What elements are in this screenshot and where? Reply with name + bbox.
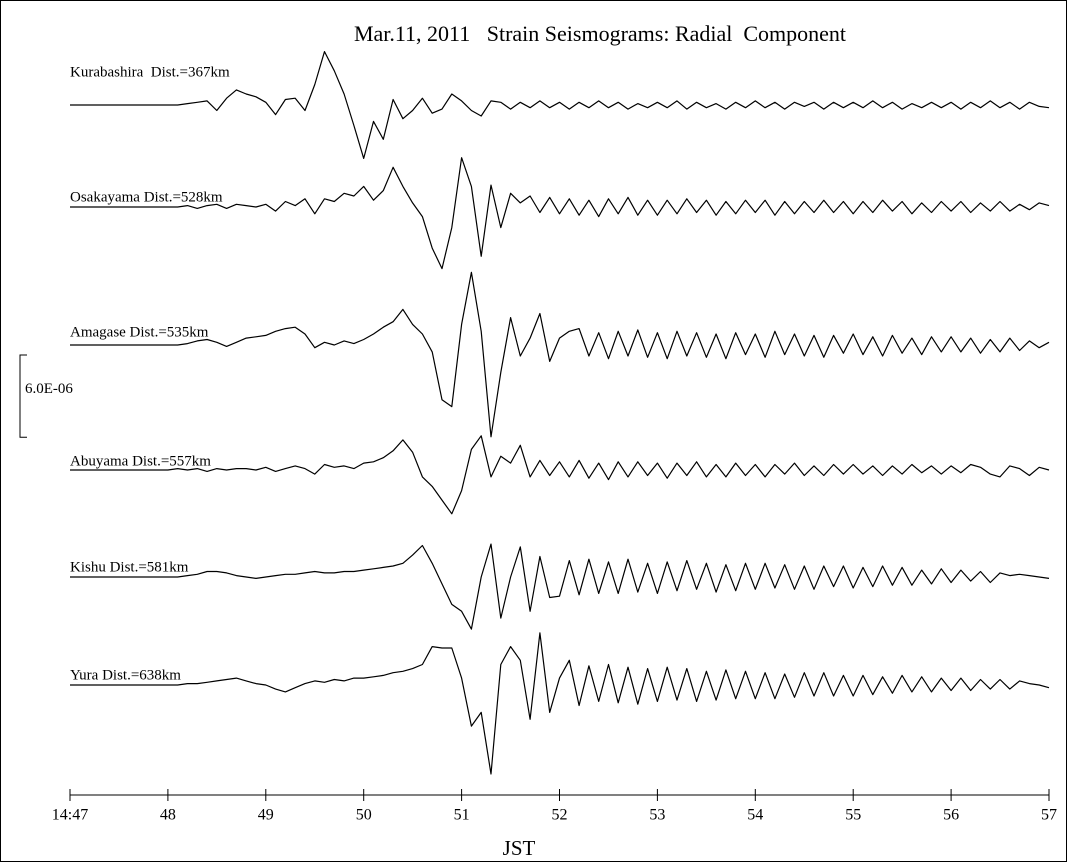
x-tick-label: 49 <box>258 807 274 824</box>
seismogram-trace <box>70 632 1050 775</box>
seismogram-trace <box>70 543 1050 630</box>
scale-bar-label: 6.0E-06 <box>25 381 73 397</box>
x-tick-label: 50 <box>356 807 372 824</box>
seismogram-trace <box>70 51 1050 159</box>
trace-label: Amagase Dist.=535km <box>70 324 209 340</box>
x-tick-label: 51 <box>454 807 470 824</box>
x-tick-label: 54 <box>747 807 763 824</box>
trace-label: Yura Dist.=638km <box>70 667 181 683</box>
x-tick-label: 48 <box>160 807 176 824</box>
seismogram-trace <box>70 271 1050 438</box>
seismogram-trace <box>70 157 1050 270</box>
x-tick-label: 56 <box>943 807 959 824</box>
trace-label: Osakayama Dist.=528km <box>70 189 223 205</box>
x-tick-label: 57 <box>1041 807 1057 824</box>
x-tick-label: 55 <box>845 807 861 824</box>
x-tick-label: 14:47 <box>52 807 88 824</box>
trace-label: Kurabashira Dist.=367km <box>70 64 230 80</box>
trace-label: Kishu Dist.=581km <box>70 559 189 575</box>
scale-bar <box>19 354 27 438</box>
x-tick-label: 52 <box>552 807 568 824</box>
chart-title: Mar.11, 2011 Strain Seismograms: Radial … <box>354 21 846 46</box>
x-tick-label: 53 <box>649 807 665 824</box>
seismogram-trace <box>70 435 1050 515</box>
trace-label: Abuyama Dist.=557km <box>70 453 211 469</box>
x-axis-label: JST <box>503 836 536 860</box>
